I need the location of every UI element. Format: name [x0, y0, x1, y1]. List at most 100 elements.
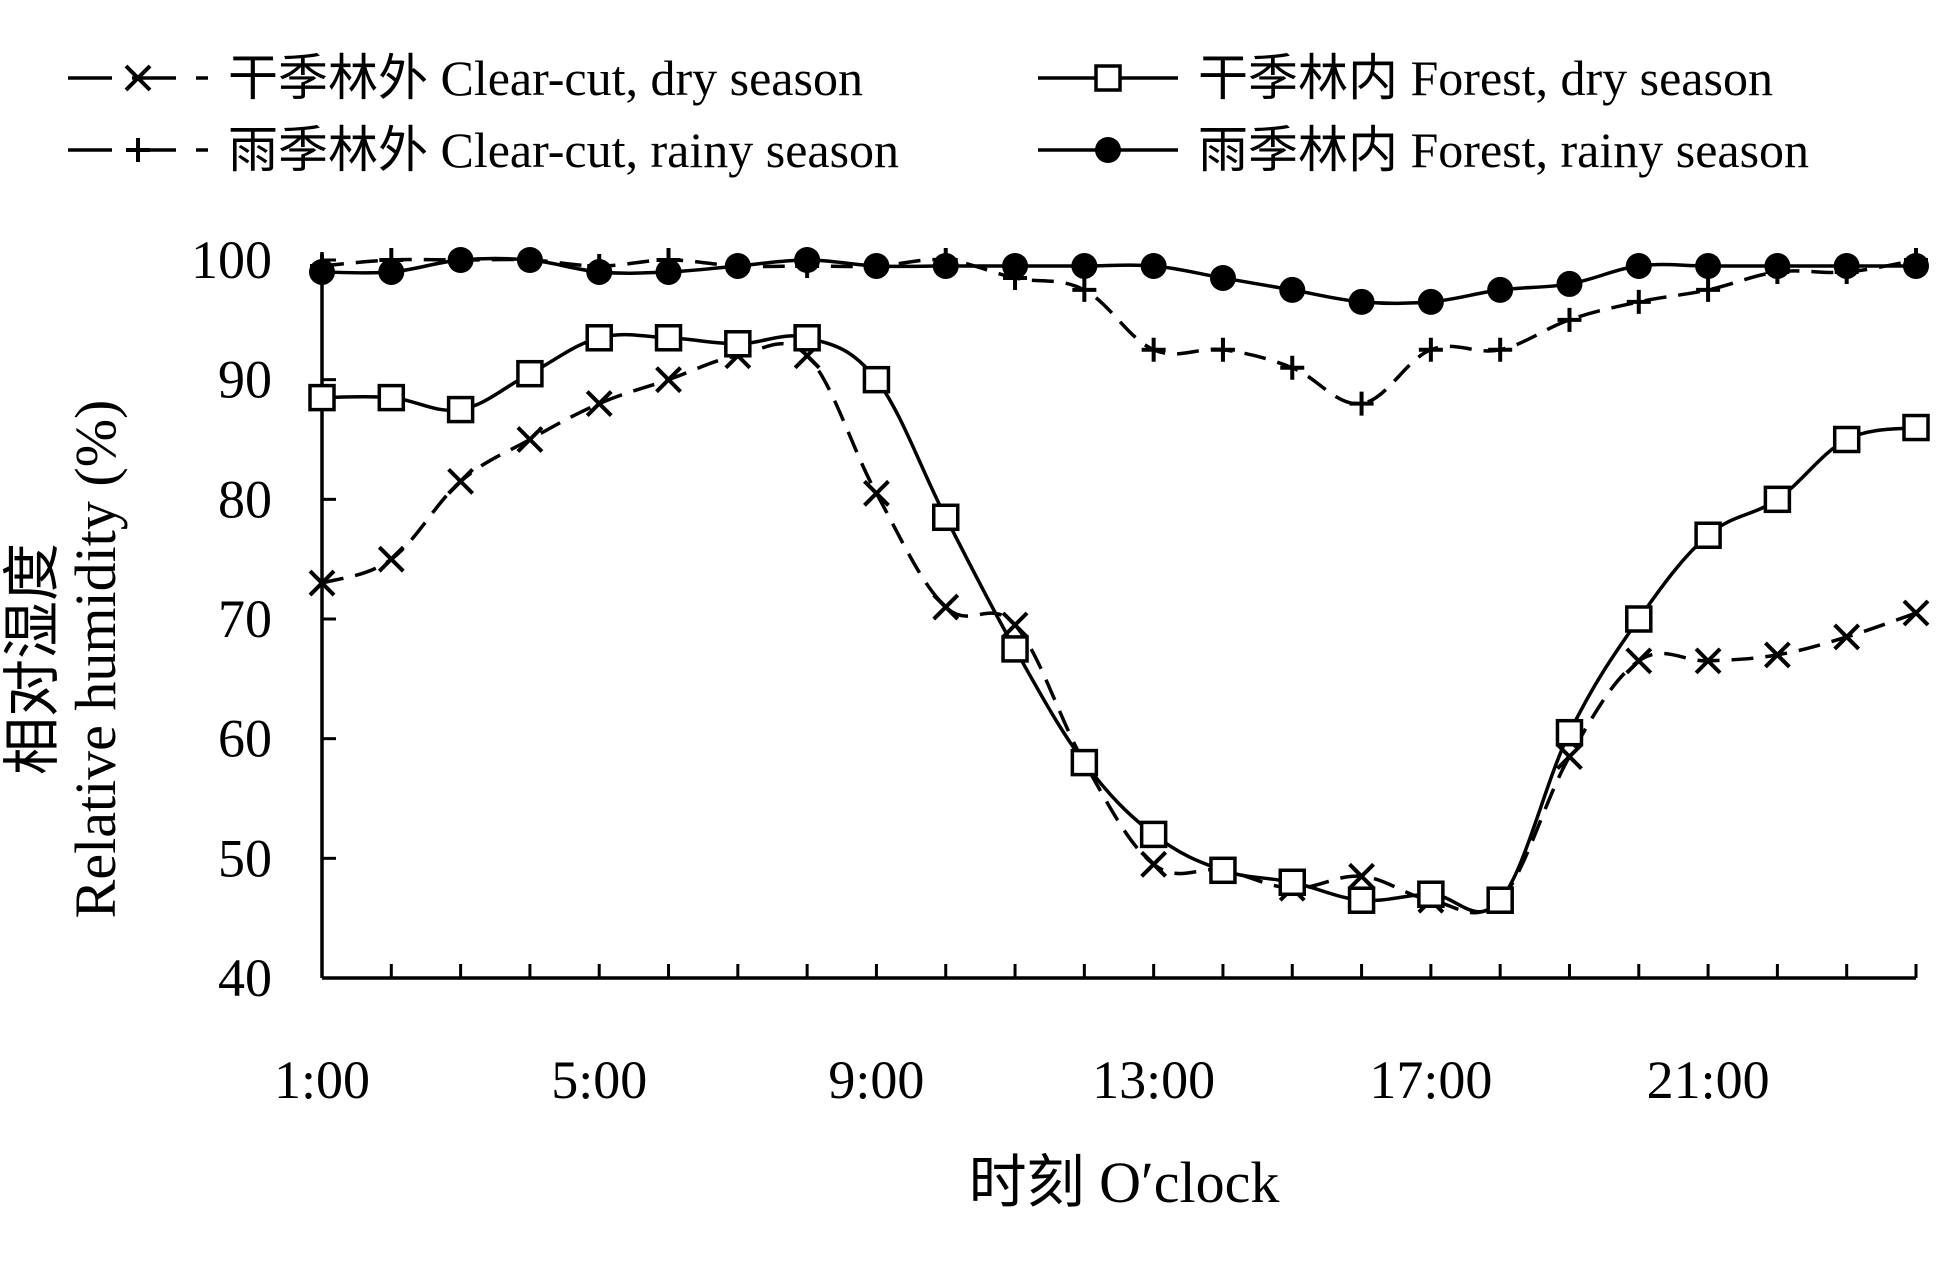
legend-label: 干季林内 Forest, dry season — [1198, 50, 1773, 106]
data-point — [1486, 886, 1514, 914]
x-tick-label: 13:00 — [1092, 1050, 1215, 1110]
data-point — [932, 252, 959, 279]
data-point — [586, 258, 613, 285]
legend-marker — [1094, 64, 1122, 92]
data-point — [1694, 647, 1722, 675]
x-tick-label: 5:00 — [551, 1050, 647, 1110]
axes: 40 50 60 70 80 90 100 1:00 5:00 9:00 13:00 17:00 21:… — [191, 230, 1918, 1110]
series-line — [321, 256, 1916, 306]
data-point — [931, 503, 960, 532]
x-axis-title: 时刻 O′clock — [969, 1150, 1280, 1215]
data-point — [447, 247, 474, 273]
y-axis-title: 相对湿度 Relative humidity (%) — [0, 400, 128, 919]
data-point — [724, 252, 751, 279]
legend-item: 雨季林内 Forest, rainy season — [1038, 122, 1809, 178]
data-point — [1417, 288, 1444, 315]
legend-label: 雨季林外 Clear-cut, rainy season — [228, 122, 899, 178]
y-tick-label: 90 — [218, 350, 272, 410]
y-tick-label: 50 — [218, 828, 272, 888]
data-point — [1418, 337, 1443, 362]
y-tick-label: 100 — [191, 230, 272, 290]
data-point — [1556, 270, 1583, 297]
data-point — [516, 426, 544, 453]
data-point — [1833, 252, 1860, 279]
data-point — [1625, 252, 1652, 279]
series-line — [321, 332, 1917, 914]
series-1 — [308, 342, 1930, 915]
y-tick-label: 60 — [218, 709, 272, 769]
data-point — [1139, 820, 1168, 849]
data-point — [1902, 599, 1930, 627]
data-point — [1763, 485, 1792, 514]
data-point — [1695, 252, 1722, 279]
data-point — [1696, 277, 1721, 302]
y-axis-title-cn: 相对湿度 — [0, 543, 65, 775]
data-point — [1488, 337, 1513, 362]
data-point — [1349, 391, 1374, 416]
data-point — [585, 390, 613, 418]
data-point — [862, 365, 891, 394]
data-point — [1209, 264, 1236, 291]
data-point — [447, 467, 475, 495]
data-point — [1417, 880, 1445, 908]
data-point — [1763, 641, 1791, 669]
data-point — [654, 324, 683, 352]
data-point — [794, 247, 821, 273]
legend-label: 干季林外 Clear-cut, dry season — [228, 50, 863, 106]
y-tick-label: 40 — [218, 948, 272, 1008]
legend-item: 干季林内 Forest, dry season — [1038, 50, 1773, 106]
data-point — [1348, 862, 1375, 890]
data-point — [1209, 856, 1237, 885]
data-point — [1347, 886, 1376, 914]
data-point — [1903, 252, 1929, 279]
y-tick-label: 80 — [218, 469, 272, 529]
data-point — [1140, 252, 1167, 279]
legend-marker — [1095, 137, 1121, 163]
data-point — [378, 258, 405, 285]
data-point — [309, 258, 335, 285]
legend-item: 雨季林外 Clear-cut, rainy season — [68, 122, 899, 178]
data-point — [655, 366, 682, 394]
data-point — [1140, 850, 1168, 878]
x-tick-label: 21:00 — [1647, 1050, 1770, 1110]
data-point — [1487, 276, 1514, 303]
series-line — [321, 342, 1917, 915]
legend: 干季林外 Clear-cut, dry season 干季林内 Forest, d… — [68, 50, 1809, 178]
series-3 — [310, 248, 1928, 416]
x-tick-label: 9:00 — [828, 1050, 924, 1110]
data-point — [863, 479, 890, 507]
legend-item: 干季林外 Clear-cut, dry season — [68, 50, 863, 106]
series-2 — [308, 324, 1930, 914]
x-tick-label: 1:00 — [274, 1050, 370, 1110]
data-point — [516, 247, 543, 273]
data-point — [1348, 288, 1375, 315]
data-point — [516, 359, 544, 388]
data-point — [446, 395, 475, 424]
data-point — [1071, 252, 1098, 279]
x-tick-label: 17:00 — [1369, 1050, 1492, 1110]
data-point — [1694, 521, 1722, 549]
data-point — [724, 330, 752, 358]
data-point — [1279, 276, 1306, 303]
data-point — [377, 383, 406, 412]
data-point — [1278, 868, 1307, 897]
data-point — [932, 593, 960, 621]
series-4 — [309, 247, 1929, 315]
legend-marker — [124, 64, 152, 92]
data-point — [1070, 748, 1099, 777]
data-point — [585, 324, 613, 352]
data-point — [793, 324, 821, 352]
data-point — [655, 258, 682, 285]
data-point — [1626, 289, 1651, 314]
data-point — [1072, 277, 1097, 302]
series-layer — [308, 247, 1930, 915]
data-point — [1625, 605, 1653, 633]
data-point — [1832, 425, 1861, 454]
data-point — [1280, 355, 1305, 380]
y-axis-title-en: Relative humidity (%) — [63, 400, 128, 919]
y-tick-label: 70 — [218, 589, 272, 649]
data-point — [308, 383, 336, 412]
data-point — [1141, 337, 1166, 362]
data-point — [377, 545, 405, 573]
